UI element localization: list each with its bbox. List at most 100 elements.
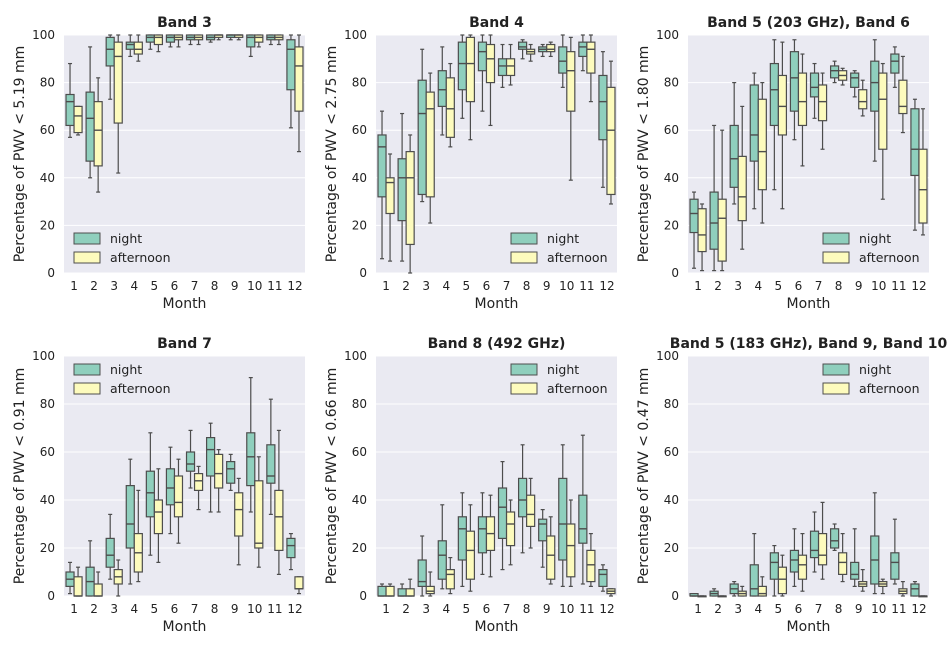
x-tick-label: 8: [835, 279, 843, 293]
y-tick-label: 100: [344, 349, 367, 363]
box-iqr: [749, 84, 759, 162]
box-night-m1: [65, 561, 75, 595]
box-iqr: [789, 549, 800, 573]
legend: night afternoon: [73, 231, 171, 265]
x-tick-label: 1: [382, 279, 390, 293]
box-iqr: [457, 516, 467, 561]
box-iqr: [254, 34, 264, 43]
x-tick-label: 3: [110, 602, 118, 616]
legend: night afternoon: [822, 362, 920, 396]
legend: night afternoon: [73, 362, 171, 396]
y-tick-label: 40: [40, 171, 55, 185]
x-tick-label: 6: [171, 279, 179, 293]
x-tick-label: 2: [402, 602, 410, 616]
box-night-m5: [769, 544, 779, 597]
y-tick-label: 20: [664, 541, 679, 555]
box-night-m10: [246, 377, 256, 513]
box-afternoon-m8: [214, 34, 224, 41]
box-iqr: [717, 198, 727, 262]
box-afternoon-m9: [546, 516, 556, 585]
box-iqr: [205, 437, 216, 477]
box-afternoon-m10: [254, 456, 264, 568]
box-iqr: [789, 51, 800, 112]
box-night-m10: [246, 34, 256, 58]
x-tick-label: 10: [559, 279, 574, 293]
box-iqr: [73, 576, 83, 597]
box-afternoon-m5: [465, 504, 476, 592]
box-iqr: [769, 62, 779, 127]
box-iqr: [910, 108, 920, 177]
box-iqr: [809, 530, 820, 559]
x-tick-label: 6: [171, 602, 179, 616]
y-tick-label: 80: [664, 76, 679, 90]
x-tick-label: 12: [599, 279, 614, 293]
legend-swatch-night: [822, 363, 850, 376]
y-tick-label: 40: [352, 493, 367, 507]
y-tick-label: 20: [664, 218, 679, 232]
legend-swatch-afternoon: [822, 382, 850, 395]
box-afternoon-m3: [113, 34, 123, 174]
box-afternoon-m9: [234, 34, 244, 41]
y-axis-label: Percentage of PWV < 0.47 mm: [636, 368, 652, 585]
box-afternoon-m1: [385, 583, 395, 597]
box-iqr: [910, 583, 920, 597]
box-afternoon-m12: [918, 595, 928, 598]
y-tick-label: 80: [40, 76, 55, 90]
box-afternoon-m5: [153, 468, 164, 564]
box-night-m1: [689, 191, 699, 269]
box-iqr: [566, 523, 576, 578]
box-night-m1: [689, 592, 699, 597]
box-iqr: [437, 70, 447, 107]
box-iqr: [505, 511, 516, 547]
box-afternoon-m10: [878, 62, 888, 200]
y-tick-label: 20: [352, 541, 367, 555]
box-night-m2: [709, 588, 719, 597]
box-iqr: [125, 41, 135, 50]
x-tick-label: 6: [483, 279, 491, 293]
y-tick-label: 100: [344, 28, 367, 42]
box-night-m11: [890, 518, 900, 585]
box-iqr: [425, 585, 435, 595]
y-tick-label: 0: [671, 266, 679, 280]
plot-background: [688, 35, 929, 273]
box-afternoon-m4: [445, 556, 455, 595]
x-tick-label: 5: [775, 279, 783, 293]
y-tick-label: 100: [656, 349, 679, 363]
y-axis-label: Percentage of PWV < 2.75 mm: [324, 46, 340, 263]
box-night-m5: [145, 432, 155, 556]
x-tick-label: 2: [402, 279, 410, 293]
legend: night afternoon: [510, 231, 608, 265]
x-tick-label: 4: [130, 279, 138, 293]
box-afternoon-m11: [898, 55, 908, 134]
box-iqr: [586, 549, 596, 583]
x-tick-label: 5: [775, 602, 783, 616]
box-night-m9: [850, 70, 860, 98]
box-night-m7: [185, 34, 196, 46]
y-tick-label: 20: [40, 541, 55, 555]
box-afternoon-m6: [485, 494, 496, 578]
y-tick-label: 80: [352, 397, 367, 411]
box-night-m11: [890, 46, 900, 88]
y-tick-label: 0: [359, 266, 367, 280]
box-afternoon-m12: [918, 108, 928, 236]
box-night-m11: [266, 34, 276, 46]
y-tick-label: 40: [664, 171, 679, 185]
box-iqr: [737, 155, 747, 222]
box-iqr: [578, 494, 588, 544]
x-tick-label: 9: [855, 279, 863, 293]
y-tick-label: 0: [47, 266, 55, 280]
x-tick-label: 11: [891, 602, 906, 616]
box-iqr: [890, 552, 900, 580]
box-iqr: [286, 537, 296, 559]
box-night-m2: [709, 124, 719, 272]
box-afternoon-m2: [405, 578, 415, 597]
box-iqr: [73, 105, 83, 134]
y-tick-label: 60: [40, 445, 55, 459]
box-iqr: [485, 43, 496, 84]
x-tick-label: 7: [503, 279, 511, 293]
box-iqr: [606, 86, 616, 196]
box-afternoon-m1: [73, 105, 83, 136]
box-iqr: [477, 516, 488, 554]
x-tick-label: 3: [422, 279, 430, 293]
x-tick-label: 3: [422, 602, 430, 616]
